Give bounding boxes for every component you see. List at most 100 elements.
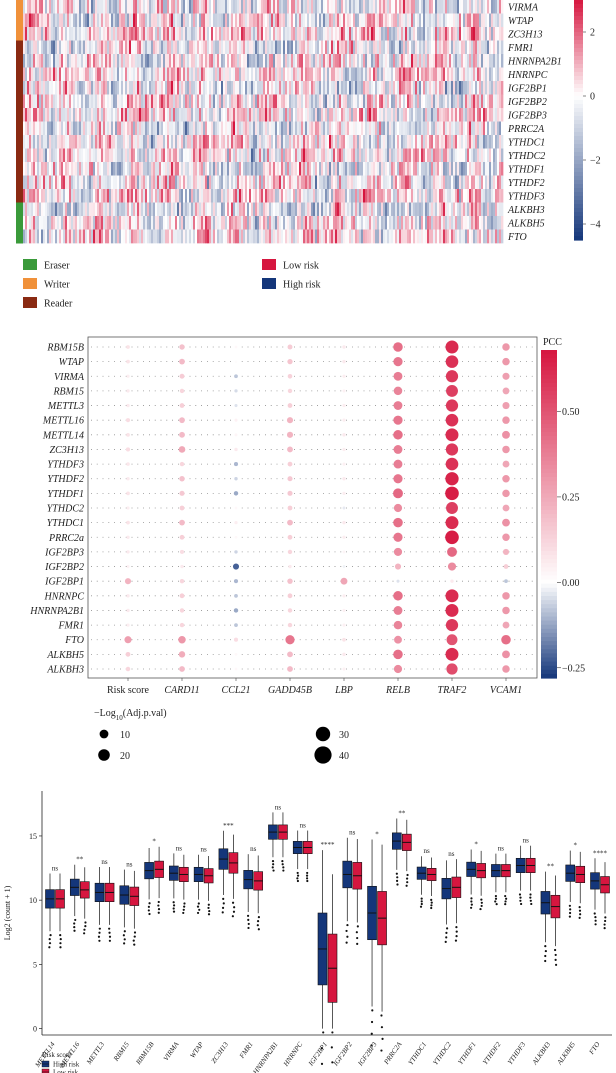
heatmap-cell [355,148,358,163]
heatmap-cell [417,216,420,230]
heatmap-cell [71,148,74,163]
heatmap-cell [467,40,470,55]
heatmap-cell [355,121,358,136]
pcc-dot [502,665,510,673]
heatmap-cell [273,67,276,82]
heatmap-cell [59,135,62,149]
heatmap-cell [257,94,260,109]
heatmap-cell [231,148,234,163]
heatmap-cell [231,162,234,176]
heatmap-cell [331,94,334,109]
heatmap-cell [247,202,250,217]
heatmap-cell [45,202,48,217]
heatmap-cell [361,40,364,55]
heatmap-cell [227,229,230,244]
heatmap-cell [345,54,348,68]
heatmap-cell [277,94,280,109]
heatmap-cell [139,0,142,14]
colorbar-segment [541,575,557,581]
heatmap-cell [235,54,238,68]
heatmap-cell [395,81,398,95]
heatmap-cell [231,229,234,244]
heatmap-cell [143,229,146,244]
heatmap-cell [389,27,392,41]
heatmap-cell [431,27,434,41]
heatmap-cell [173,189,176,203]
heatmap-cell [449,13,452,28]
heatmap-cell [259,175,262,190]
heatmap-cell [437,94,440,109]
heatmap-cell [369,13,372,28]
heatmap-cell [103,13,106,28]
heatmap-cell [213,148,216,163]
heatmap-row-label: WTAP [508,16,533,27]
heatmap-cell [459,148,462,163]
heatmap-cell [171,54,174,68]
heatmap-cell [421,0,424,14]
heatmap-cell [203,175,206,190]
heatmap-cell [229,189,232,203]
heatmap-cell [457,189,460,203]
heatmap-cell [499,27,502,41]
heatmap-cell [353,40,356,55]
heatmap-cell [405,27,408,41]
heatmap-cell [125,27,128,41]
heatmap-cell [27,0,30,14]
heatmap-cell [133,175,136,190]
heatmap-cell [217,202,220,217]
heatmap-cell [215,162,218,176]
heatmap-cell [181,229,184,244]
heatmap-cell [157,81,160,95]
heatmap-cell [199,121,202,136]
heatmap-cell [391,175,394,190]
heatmap-cell [495,81,498,95]
heatmap-cell [171,121,174,136]
heatmap-cell [67,67,70,82]
heatmap-cell [409,13,412,28]
heatmap-cell [271,148,274,163]
heatmap-cell [403,81,406,95]
heatmap-cell [203,40,206,55]
heatmap-cell [95,202,98,217]
heatmap-cell [81,0,84,14]
heatmap-cell [303,13,306,28]
heatmap-cell [239,94,242,109]
heatmap-cell [447,40,450,55]
heatmap-cell [69,67,72,82]
heatmap-cell [469,148,472,163]
heatmap-cell [161,27,164,41]
heatmap-cell [33,189,36,203]
heatmap-cell [475,135,478,149]
heatmap-cell [209,175,212,190]
heatmap-cell [329,148,332,163]
heatmap-cell [487,54,490,68]
heatmap-cell [221,0,224,14]
heatmap-cell [495,189,498,203]
heatmap-cell [453,216,456,230]
heatmap-cell [339,27,342,41]
heatmap-cell [393,67,396,82]
heatmap-cell [425,108,428,122]
heatmap-cell [351,81,354,95]
heatmap-cell [55,162,58,176]
heatmap-cell [291,202,294,217]
heatmap-cell [437,40,440,55]
heatmap-cell [497,202,500,217]
heatmap-cell [83,189,86,203]
heatmap-cell [291,0,294,14]
heatmap-cell [369,121,372,136]
heatmap-cell [395,162,398,176]
heatmap-cell [195,162,198,176]
heatmap-cell [461,202,464,217]
colorbar-segment [541,427,557,433]
heatmap-cell [77,27,80,41]
heatmap-cell [129,54,132,68]
heatmap-cell [277,189,280,203]
heatmap-cell [467,0,470,14]
heatmap-cell [493,121,496,136]
heatmap-cell [365,27,368,41]
heatmap-cell [145,0,148,14]
heatmap-cell [321,94,324,109]
heatmap-cell [201,0,204,14]
heatmap-cell [421,27,424,41]
